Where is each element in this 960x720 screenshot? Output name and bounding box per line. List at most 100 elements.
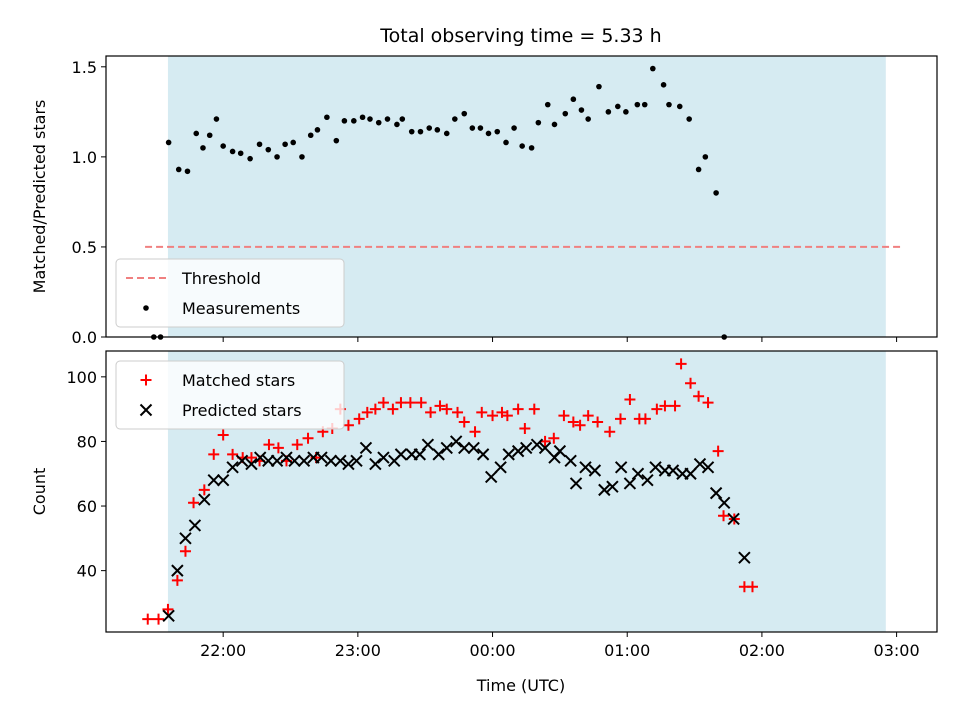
data-point	[675, 358, 687, 370]
data-point	[458, 441, 471, 455]
data-point	[676, 103, 683, 110]
data-point	[579, 461, 592, 474]
data-point	[494, 128, 501, 135]
data-point	[291, 439, 303, 451]
data-point	[193, 130, 200, 137]
data-point	[564, 454, 577, 468]
data-point	[432, 448, 445, 461]
data-point	[350, 454, 363, 468]
data-point	[538, 441, 552, 455]
data-point	[179, 545, 191, 557]
x-tick-label: 02:00	[739, 641, 785, 660]
data-point	[477, 125, 484, 131]
data-point	[315, 451, 328, 464]
data-point	[467, 441, 480, 455]
data-point	[162, 609, 175, 623]
data-point	[274, 154, 280, 160]
data-point	[334, 454, 347, 468]
y-tick-label: 1.5	[72, 58, 97, 77]
data-point	[558, 410, 570, 422]
data-point	[452, 116, 458, 122]
data-point	[342, 419, 354, 431]
x-tick-label: 01:00	[604, 641, 650, 660]
data-point	[297, 454, 311, 468]
data-point	[408, 128, 415, 135]
data-point	[299, 154, 305, 160]
data-point	[641, 101, 648, 108]
data-point	[484, 470, 498, 484]
data-point	[660, 82, 667, 88]
data-point	[353, 413, 365, 425]
count-panel: 22:00 23:00 00:00 01:00 02:00 03:00406080100 …	[30, 350, 938, 660]
data-point	[666, 101, 672, 108]
chart-title: Total observing time = 5.33 h	[379, 25, 661, 47]
data-point	[605, 109, 612, 115]
data-point	[165, 139, 172, 146]
data-point	[574, 419, 586, 431]
data-point	[614, 461, 628, 474]
series-0	[142, 358, 758, 625]
data-point	[399, 116, 406, 122]
y-tick-label: 100	[66, 368, 97, 387]
data-point	[487, 410, 499, 422]
ratio-panel-frame	[105, 55, 938, 338]
data-point	[503, 139, 509, 146]
data-point	[417, 128, 424, 135]
data-point	[738, 551, 751, 564]
data-point	[598, 483, 611, 497]
data-point	[235, 454, 249, 468]
ratio-axes: 0.0 0.5 1.0 1.5	[72, 58, 898, 347]
data-point	[229, 148, 236, 155]
data-point	[713, 190, 719, 196]
data-point	[511, 125, 517, 131]
data-point	[606, 480, 619, 493]
data-point	[501, 410, 513, 422]
data-point	[476, 406, 488, 418]
data-point	[206, 132, 213, 139]
data-point	[614, 103, 621, 110]
data-point	[245, 457, 258, 471]
legend-marker-swatch	[143, 305, 149, 311]
data-point	[666, 464, 680, 477]
data-point	[717, 496, 731, 510]
data-point	[544, 101, 551, 108]
data-point	[394, 448, 408, 461]
data-point	[502, 448, 515, 461]
data-point	[709, 486, 723, 500]
data-point	[650, 65, 656, 72]
data-point	[727, 512, 740, 526]
series-1	[162, 435, 751, 623]
data-point	[375, 119, 382, 126]
data-point	[314, 127, 321, 133]
data-point	[528, 145, 535, 151]
data-point	[695, 166, 702, 173]
x-axis-label: Time (UTC)	[476, 676, 565, 695]
data-point	[247, 155, 253, 162]
data-point	[171, 574, 183, 586]
data-point	[494, 461, 507, 474]
x-tick-label: 00:00	[469, 641, 515, 660]
data-point	[200, 145, 206, 151]
data-point	[718, 510, 730, 522]
data-point	[413, 448, 427, 461]
data-point	[425, 406, 437, 418]
data-point	[701, 461, 715, 474]
data-point	[669, 400, 681, 412]
y-tick-label: 40	[77, 562, 97, 581]
data-point	[641, 473, 654, 487]
data-point	[588, 464, 602, 477]
data-point	[369, 457, 382, 471]
data-point	[469, 426, 481, 438]
data-point	[596, 83, 602, 90]
legend-marker-swatch	[140, 374, 152, 386]
data-point	[434, 127, 441, 133]
data-point	[263, 439, 275, 451]
data-point	[570, 96, 577, 103]
data-point	[461, 110, 468, 117]
data-point	[441, 403, 453, 415]
data-point	[290, 139, 297, 146]
data-point	[649, 461, 662, 474]
data-point	[394, 121, 400, 128]
data-point	[567, 416, 579, 428]
data-point	[387, 403, 399, 415]
